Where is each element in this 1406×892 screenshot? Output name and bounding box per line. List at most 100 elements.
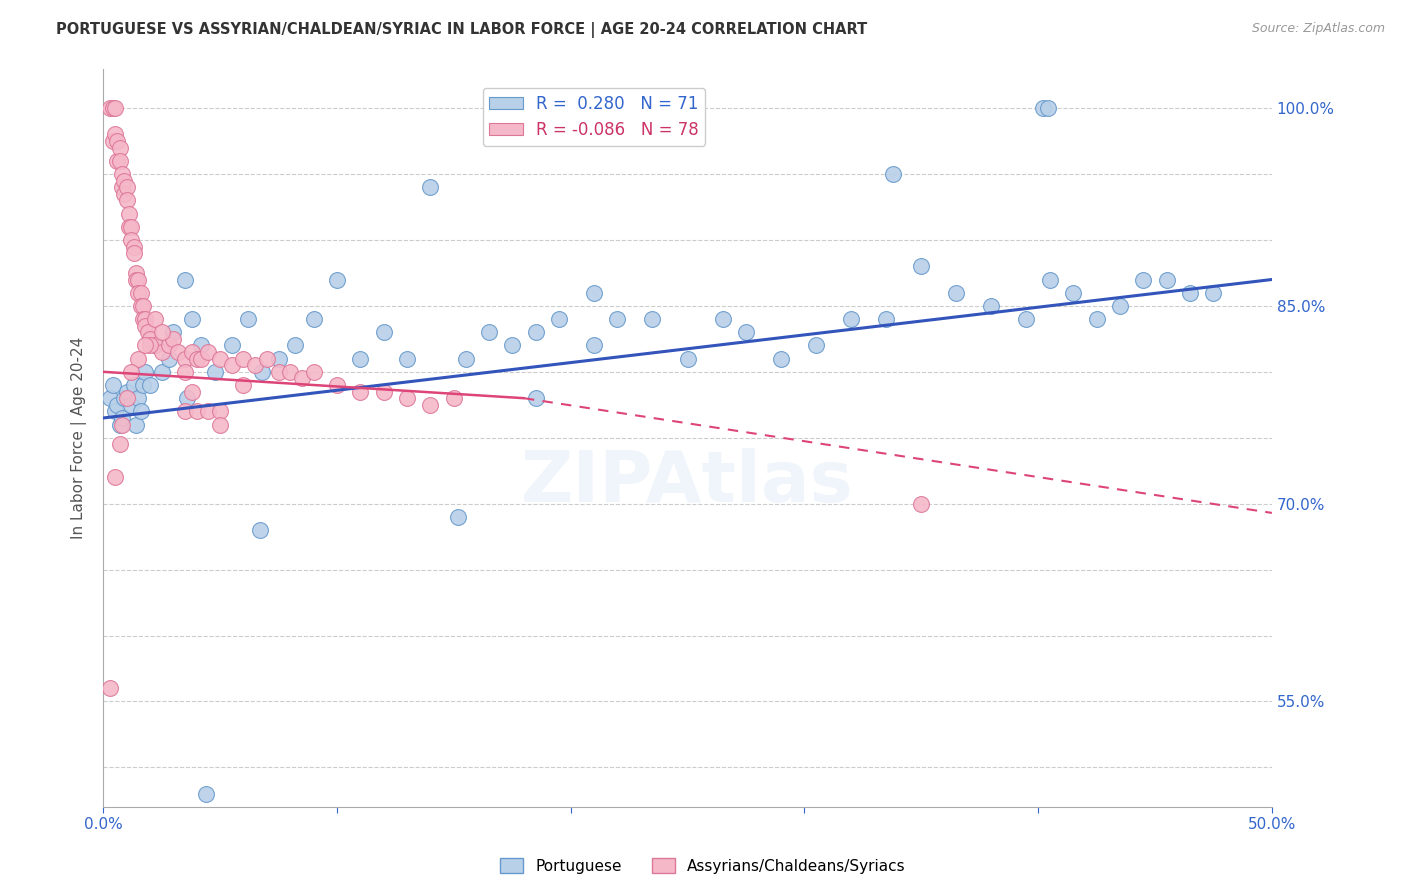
Point — [120, 398, 142, 412]
Point — [419, 180, 441, 194]
Point — [174, 272, 197, 286]
Point — [143, 338, 166, 352]
Point — [132, 312, 155, 326]
Point — [98, 391, 121, 405]
Point — [641, 312, 664, 326]
Legend: R =  0.280   N = 71, R = -0.086   N = 78: R = 0.280 N = 71, R = -0.086 N = 78 — [482, 88, 706, 145]
Point — [770, 351, 793, 366]
Point — [125, 417, 148, 432]
Point — [524, 391, 547, 405]
Point — [125, 266, 148, 280]
Point — [882, 167, 904, 181]
Point — [122, 246, 145, 260]
Point — [139, 378, 162, 392]
Point — [606, 312, 628, 326]
Point — [104, 404, 127, 418]
Point — [136, 325, 159, 339]
Point — [1062, 285, 1084, 300]
Point — [326, 272, 349, 286]
Point — [443, 391, 465, 405]
Point — [181, 312, 204, 326]
Point — [162, 325, 184, 339]
Point — [157, 351, 180, 366]
Point — [1015, 312, 1038, 326]
Point — [396, 351, 419, 366]
Point — [676, 351, 699, 366]
Point — [129, 285, 152, 300]
Point — [132, 378, 155, 392]
Point — [396, 391, 419, 405]
Text: Source: ZipAtlas.com: Source: ZipAtlas.com — [1251, 22, 1385, 36]
Point — [111, 411, 134, 425]
Point — [115, 391, 138, 405]
Point — [122, 378, 145, 392]
Point — [250, 365, 273, 379]
Point — [98, 681, 121, 696]
Point — [302, 365, 325, 379]
Point — [447, 509, 470, 524]
Point — [108, 141, 131, 155]
Point — [115, 384, 138, 399]
Point — [910, 260, 932, 274]
Point — [108, 417, 131, 432]
Point — [120, 233, 142, 247]
Point — [104, 101, 127, 115]
Point — [249, 523, 271, 537]
Point — [181, 384, 204, 399]
Point — [501, 338, 523, 352]
Point — [118, 219, 141, 234]
Point — [129, 299, 152, 313]
Point — [150, 365, 173, 379]
Point — [711, 312, 734, 326]
Point — [1132, 272, 1154, 286]
Point — [221, 338, 243, 352]
Point — [157, 338, 180, 352]
Point — [101, 134, 124, 148]
Point — [1202, 285, 1225, 300]
Point — [735, 325, 758, 339]
Point — [108, 437, 131, 451]
Point — [373, 384, 395, 399]
Point — [583, 285, 606, 300]
Point — [115, 194, 138, 208]
Point — [122, 239, 145, 253]
Point — [1156, 272, 1178, 286]
Point — [115, 180, 138, 194]
Point — [125, 272, 148, 286]
Point — [910, 497, 932, 511]
Point — [118, 206, 141, 220]
Point — [291, 371, 314, 385]
Point — [129, 404, 152, 418]
Point — [104, 470, 127, 484]
Point — [127, 285, 149, 300]
Point — [1032, 101, 1054, 115]
Text: PORTUGUESE VS ASSYRIAN/CHALDEAN/SYRIAC IN LABOR FORCE | AGE 20-24 CORRELATION CH: PORTUGUESE VS ASSYRIAN/CHALDEAN/SYRIAC I… — [56, 22, 868, 38]
Point — [112, 391, 135, 405]
Point — [221, 358, 243, 372]
Point — [302, 312, 325, 326]
Point — [875, 312, 897, 326]
Point — [209, 351, 232, 366]
Point — [111, 167, 134, 181]
Point — [139, 338, 162, 352]
Point — [267, 365, 290, 379]
Point — [190, 338, 212, 352]
Point — [256, 351, 278, 366]
Point — [181, 345, 204, 359]
Point — [236, 312, 259, 326]
Point — [1085, 312, 1108, 326]
Point — [132, 299, 155, 313]
Point — [167, 345, 190, 359]
Point — [139, 332, 162, 346]
Point — [112, 186, 135, 201]
Y-axis label: In Labor Force | Age 20-24: In Labor Force | Age 20-24 — [72, 336, 87, 539]
Point — [478, 325, 501, 339]
Text: ZIPAtlas: ZIPAtlas — [522, 448, 853, 516]
Point — [105, 134, 128, 148]
Point — [1036, 101, 1059, 115]
Point — [143, 338, 166, 352]
Point — [176, 391, 198, 405]
Point — [98, 101, 121, 115]
Point — [1109, 299, 1132, 313]
Point — [349, 384, 371, 399]
